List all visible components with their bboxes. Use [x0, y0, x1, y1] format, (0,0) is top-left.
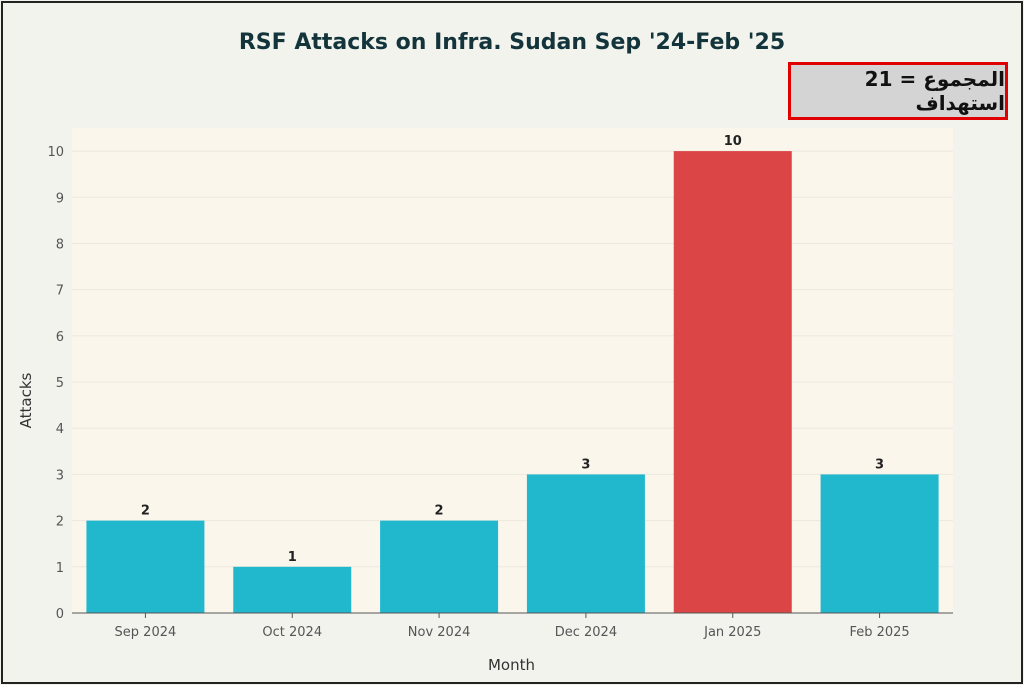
bar-value-label: 3 [875, 457, 884, 472]
data-labels: 2 1 2 3 10 3 [141, 134, 884, 565]
x-tick-label: Nov 2024 [408, 625, 471, 640]
y-tick-label: 7 [56, 284, 64, 299]
y-axis-ticks: 0 1 2 3 4 5 6 7 8 9 10 [47, 145, 64, 622]
x-tick-label: Oct 2024 [262, 625, 322, 640]
bar-value-label: 10 [724, 134, 742, 149]
y-tick-label: 6 [56, 330, 64, 345]
x-axis-ticks: Sep 2024 Oct 2024 Nov 2024 Dec 2024 Jan 2025… [115, 613, 910, 640]
total-annotation: المجموع = 21 استهداف [788, 62, 1008, 120]
y-tick-label: 0 [56, 607, 64, 622]
x-axis-label: Month [488, 656, 535, 674]
y-tick-label: 8 [56, 237, 64, 252]
y-tick-label: 1 [56, 561, 64, 576]
bar-value-label: 1 [288, 550, 297, 565]
bar-value-label: 2 [435, 504, 444, 519]
y-tick-label: 4 [56, 422, 64, 437]
x-tick-label: Jan 2025 [703, 625, 761, 640]
y-tick-label: 3 [56, 468, 64, 483]
chart-title: RSF Attacks on Infra. Sudan Sep '24-Feb … [238, 30, 786, 55]
total-annotation-text: المجموع = 21 استهداف [864, 67, 1005, 115]
plot-area [72, 128, 953, 613]
bar [380, 520, 499, 613]
y-tick-label: 9 [56, 191, 64, 206]
y-tick-label: 5 [56, 376, 64, 391]
bar-value-label: 3 [581, 457, 590, 472]
bar [820, 474, 939, 613]
y-tick-label: 10 [47, 145, 64, 160]
x-tick-label: Feb 2025 [849, 625, 909, 640]
x-tick-label: Sep 2024 [115, 625, 177, 640]
bars [86, 151, 939, 613]
bar [526, 474, 645, 613]
bar-value-label: 2 [141, 504, 150, 519]
grid-lines [72, 150, 953, 568]
bar [86, 520, 205, 613]
y-tick-label: 2 [56, 515, 64, 530]
bar [233, 566, 352, 613]
x-tick-label: Dec 2024 [555, 625, 617, 640]
y-axis-label: Attacks [17, 372, 35, 428]
bar [673, 151, 792, 613]
